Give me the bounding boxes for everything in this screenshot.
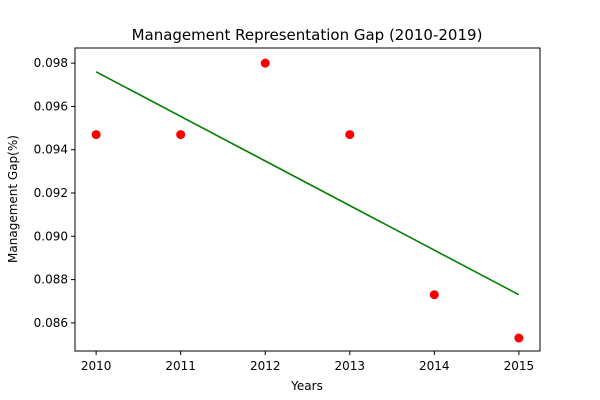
x-tick-label: 2011 [165,359,196,373]
y-tick-label: 0.088 [34,273,68,287]
data-point [345,130,355,140]
y-tick-label: 0.094 [34,143,68,157]
x-axis-label: Years [290,379,323,393]
chart-title: Management Representation Gap (2010-2019… [132,26,483,44]
y-tick-label: 0.092 [34,186,68,200]
data-point [91,130,101,140]
data-point [176,130,186,140]
x-tick-label: 2010 [81,359,112,373]
data-point [429,290,439,300]
plot-frame [74,47,541,352]
data-point [260,58,270,68]
x-tick-label: 2013 [334,359,365,373]
y-tick-label: 0.098 [34,56,68,70]
trend-line [95,71,520,296]
y-axis-label: Management Gap(%) [6,135,20,263]
x-tick-label: 2012 [250,359,281,373]
x-tick-label: 2014 [419,359,450,373]
plot-area: 2010 2011 2012 2013 2014 2015 0.086 0.088 0.090 0… [34,47,541,373]
x-tick-label: 2015 [504,359,535,373]
y-tick-label: 0.086 [34,316,68,330]
data-point [514,333,524,343]
y-tick-label: 0.090 [34,229,68,243]
y-tick-label: 0.096 [34,99,68,113]
